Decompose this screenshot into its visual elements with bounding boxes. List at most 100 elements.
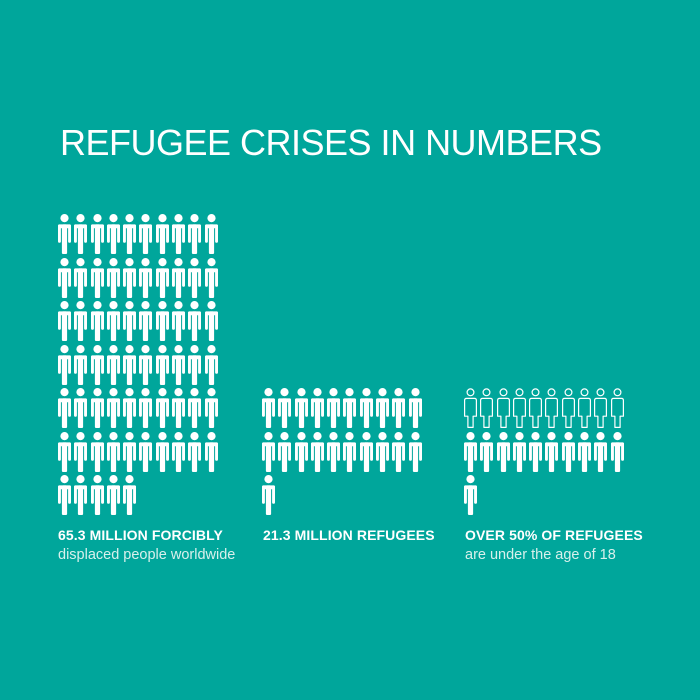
person-icon xyxy=(188,214,202,254)
person-icon xyxy=(561,431,575,472)
person-icon xyxy=(310,431,324,472)
person-icon xyxy=(343,388,357,428)
person-icon xyxy=(204,257,218,298)
person-icon xyxy=(123,214,137,254)
person-icon xyxy=(188,257,202,298)
pictogram-row xyxy=(58,344,218,385)
person-icon xyxy=(188,388,202,428)
person-icon xyxy=(58,431,71,472)
person-icon xyxy=(106,344,120,385)
person-icon xyxy=(74,214,88,254)
pictogram-refugees-under-18 xyxy=(464,388,624,519)
person-outline-icon xyxy=(480,388,494,428)
person-icon xyxy=(90,431,104,472)
person-icon xyxy=(106,475,120,515)
person-icon xyxy=(74,475,88,515)
person-icon xyxy=(58,388,71,428)
caption-refugees: 21.3 MILLION REFUGEES xyxy=(263,526,473,546)
person-icon xyxy=(204,344,218,385)
person-icon xyxy=(58,214,71,254)
pictogram-row xyxy=(58,431,218,472)
person-icon xyxy=(123,388,137,428)
person-icon xyxy=(90,344,104,385)
caption-sub-label: are under the age of 18 xyxy=(465,547,616,563)
person-icon xyxy=(376,388,390,428)
person-icon xyxy=(155,431,169,472)
pictogram-row xyxy=(262,475,422,515)
person-outline-icon xyxy=(578,388,592,428)
person-icon xyxy=(408,431,422,472)
person-icon xyxy=(359,431,373,472)
person-icon xyxy=(310,388,324,428)
pictogram-refugees xyxy=(262,388,422,519)
person-icon xyxy=(58,344,71,385)
pictogram-row xyxy=(464,431,624,472)
person-icon xyxy=(188,301,202,341)
person-icon xyxy=(204,388,218,428)
person-icon xyxy=(327,431,341,472)
person-icon xyxy=(139,257,153,298)
person-icon xyxy=(610,431,624,472)
person-icon xyxy=(123,344,137,385)
person-outline-icon xyxy=(496,388,510,428)
person-outline-icon xyxy=(610,388,624,428)
person-icon xyxy=(90,475,104,515)
person-outline-icon xyxy=(594,388,608,428)
person-icon xyxy=(90,388,104,428)
person-icon xyxy=(172,214,186,254)
person-icon xyxy=(106,431,120,472)
person-icon xyxy=(58,257,71,298)
person-icon xyxy=(578,431,592,472)
person-icon xyxy=(188,344,202,385)
person-icon xyxy=(106,214,120,254)
person-icon xyxy=(139,301,153,341)
person-icon xyxy=(294,388,308,428)
person-icon xyxy=(392,388,406,428)
person-icon xyxy=(343,431,357,472)
person-icon xyxy=(74,431,88,472)
person-icon xyxy=(172,431,186,472)
pictogram-row xyxy=(58,475,218,515)
person-icon xyxy=(376,431,390,472)
caption-value-label: 65.3 MILLION FORCIBLY xyxy=(58,527,223,543)
person-icon xyxy=(172,301,186,341)
person-icon xyxy=(172,344,186,385)
person-icon xyxy=(512,431,526,472)
caption-sub-label: displaced people worldwide xyxy=(58,547,236,563)
pictogram-row xyxy=(464,475,624,515)
person-icon xyxy=(188,431,202,472)
person-icon xyxy=(139,388,153,428)
caption-refugees-under-18: OVER 50% OF REFUGEES are under the age o… xyxy=(465,526,675,565)
pictogram-row xyxy=(58,257,218,298)
pictogram-row xyxy=(58,388,218,428)
person-icon xyxy=(155,214,169,254)
person-icon xyxy=(204,431,218,472)
person-icon xyxy=(139,431,153,472)
person-icon xyxy=(262,388,275,428)
pictogram-row xyxy=(58,301,218,341)
person-icon xyxy=(155,388,169,428)
person-icon xyxy=(90,214,104,254)
person-icon xyxy=(155,257,169,298)
person-icon xyxy=(594,431,608,472)
person-icon xyxy=(392,431,406,472)
person-icon xyxy=(464,475,477,515)
person-icon xyxy=(106,301,120,341)
person-icon xyxy=(74,344,88,385)
person-icon xyxy=(155,301,169,341)
person-outline-icon xyxy=(561,388,575,428)
person-icon xyxy=(74,388,88,428)
pictogram-row xyxy=(262,388,422,428)
person-icon xyxy=(90,301,104,341)
person-outline-icon xyxy=(512,388,526,428)
person-icon xyxy=(172,388,186,428)
caption-value-label: 21.3 MILLION REFUGEES xyxy=(263,527,435,543)
person-icon xyxy=(262,431,275,472)
caption-value-label: OVER 50% OF REFUGEES xyxy=(465,527,643,543)
person-icon xyxy=(327,388,341,428)
person-outline-icon xyxy=(529,388,543,428)
person-icon xyxy=(262,475,275,515)
person-icon xyxy=(74,301,88,341)
person-icon xyxy=(139,344,153,385)
